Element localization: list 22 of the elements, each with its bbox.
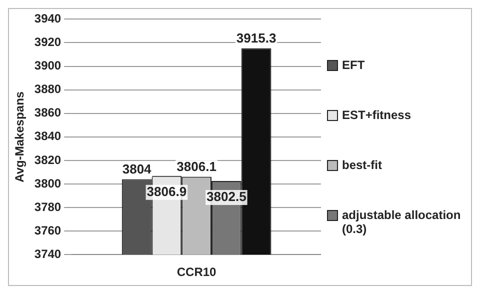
legend-label: best-fit xyxy=(342,158,382,172)
legend-label: adjustable allocation (0.3) xyxy=(342,208,462,236)
y-tick-label: 3800 xyxy=(34,176,62,190)
data-label: 3806.9 xyxy=(146,184,187,199)
data-label: 3804 xyxy=(122,161,152,176)
y-tick-label: 3820 xyxy=(34,152,62,167)
y-tick-label: 3760 xyxy=(34,223,62,238)
y-tick-label: 3880 xyxy=(34,82,62,96)
legend-label: EFT xyxy=(342,58,365,72)
data-label: 3915.3 xyxy=(236,30,276,46)
y-tick-label: 3920 xyxy=(34,35,62,50)
x-tick-label: CCR10 xyxy=(176,265,217,280)
y-tick-label: 3740 xyxy=(34,246,62,261)
data-label: 3802.5 xyxy=(206,189,246,204)
y-tick-label: 3940 xyxy=(34,12,62,26)
legend-label: EST+fitness xyxy=(342,108,412,122)
y-tick-label: 3900 xyxy=(34,58,62,73)
data-label: 3806.1 xyxy=(176,158,216,174)
y-tick-label: 3840 xyxy=(34,129,62,144)
y-axis-title: Avg-Makespans xyxy=(12,91,27,182)
y-tick-label: 3860 xyxy=(34,106,62,120)
y-tick-label: 3780 xyxy=(34,200,62,214)
